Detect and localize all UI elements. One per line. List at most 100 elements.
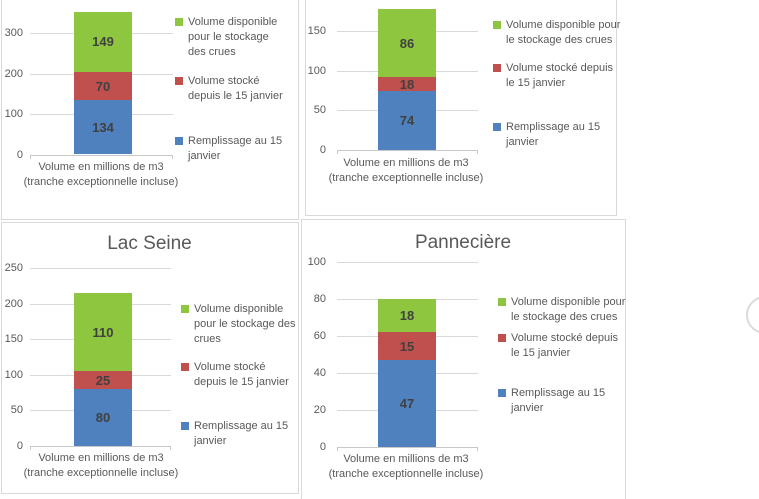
legend-item[interactable]: Volume disponible pour le stockage des c… <box>181 302 301 347</box>
data-label: 70 <box>95 78 111 94</box>
bar-segment-volume-stock-depuis-le-15-janvier[interactable]: 18 <box>378 76 436 92</box>
bar-segment-volume-disponible-pour-le-stockage-des-crues[interactable]: 110 <box>74 292 132 372</box>
legend-label: Volume stocké depuis le 15 janvier <box>506 62 614 89</box>
data-label: 25 <box>95 372 111 388</box>
y-tick-label: 0 <box>16 148 23 161</box>
gridline <box>337 262 478 263</box>
y-tick-label: 40 <box>313 367 326 379</box>
y-tick-label: 150 <box>307 25 326 38</box>
data-label: 15 <box>399 338 415 354</box>
chart-panel-top-left[interactable] <box>1 0 299 220</box>
x-axis-line <box>337 447 478 448</box>
axis-end-tick <box>170 446 171 450</box>
legend-marker-icon <box>493 123 501 131</box>
legend-label: Volume stocké depuis le 15 janvier <box>511 332 619 359</box>
axis-end-tick <box>30 154 31 159</box>
y-tick-label: 0 <box>319 441 326 453</box>
x-axis-caption: Volume en millions de m3 (tranche except… <box>23 161 179 188</box>
legend-item[interactable]: Volume stocké depuis le 15 janvier <box>181 360 301 390</box>
y-tick-label: 100 <box>4 368 23 381</box>
chart-title-panneciere: Pannecière <box>414 232 512 253</box>
axis-end-tick <box>477 150 478 154</box>
legend: Volume disponible pour le stockage des c… <box>498 295 630 416</box>
legend-item[interactable]: Volume disponible pour le stockage des c… <box>175 15 289 60</box>
legend-item[interactable]: Remplissage au 15 janvier <box>493 120 623 150</box>
legend-label: Volume stocké depuis le 15 janvier <box>194 361 289 388</box>
axis-end-tick <box>337 150 338 154</box>
legend-item[interactable]: Remplissage au 15 janvier <box>181 419 301 449</box>
bar-segment-remplissage-au-15-janvier[interactable]: 134 <box>74 100 132 155</box>
x-axis-line <box>30 154 173 156</box>
axis-end-tick <box>477 447 478 451</box>
legend-item[interactable]: Volume stocké depuis le 15 janvier <box>175 74 289 104</box>
legend-label: Remplissage au 15 janvier <box>506 121 601 148</box>
legend-marker-icon <box>493 64 501 72</box>
legend: Volume disponible pour le stockage des c… <box>493 18 623 150</box>
data-label: 18 <box>399 76 415 92</box>
legend-item[interactable]: Volume disponible pour le stockage des c… <box>493 18 623 48</box>
axis-end-tick <box>337 447 338 451</box>
legend-label: Volume disponible pour le stockage des c… <box>506 19 621 46</box>
gridline <box>30 268 171 269</box>
legend-marker-icon <box>181 305 189 313</box>
legend-item[interactable]: Volume stocké depuis le 15 janvier <box>493 61 623 91</box>
y-tick-label: 80 <box>313 293 326 305</box>
data-label: 47 <box>399 396 415 412</box>
y-tick-label: 150 <box>4 333 23 346</box>
chart-panel-panneciere[interactable] <box>301 219 626 499</box>
legend-marker-icon <box>175 18 183 26</box>
legend-marker-icon <box>175 77 183 85</box>
legend-marker-icon <box>498 298 506 306</box>
bar-segment-remplissage-au-15-janvier[interactable]: 74 <box>378 91 436 150</box>
x-axis-caption: Volume en millions de m3 (tranche except… <box>328 157 484 184</box>
y-tick-label: 250 <box>4 262 23 274</box>
chart-panel-lac-seine[interactable] <box>1 222 299 494</box>
legend-item[interactable]: Volume disponible pour le stockage des c… <box>498 295 630 325</box>
legend-item[interactable]: Remplissage au 15 janvier <box>498 386 630 416</box>
y-tick-label: 60 <box>313 330 326 342</box>
axis-end-tick <box>30 446 31 450</box>
legend-marker-icon <box>175 137 183 145</box>
data-label: 134 <box>92 119 114 135</box>
x-axis-caption: Volume en millions de m3 (tranche except… <box>23 452 179 479</box>
legend-item[interactable]: Volume stocké depuis le 15 janvier <box>498 331 630 361</box>
bar-segment-volume-disponible-pour-le-stockage-des-crues[interactable]: 86 <box>378 9 436 78</box>
x-axis-line <box>30 446 171 447</box>
chart-title-lac-seine: Lac Seine <box>107 233 192 254</box>
legend-marker-icon <box>498 334 506 342</box>
bar-segment-volume-stock-depuis-le-15-janvier[interactable]: 70 <box>74 71 132 101</box>
y-tick-label: 50 <box>10 404 23 417</box>
legend-label: Remplissage au 15 janvier <box>188 135 283 162</box>
legend-marker-icon <box>498 389 506 397</box>
y-tick-label: 50 <box>313 104 326 117</box>
y-tick-label: 100 <box>307 64 326 77</box>
y-tick-label: 20 <box>313 404 326 416</box>
y-tick-label: 0 <box>16 440 23 452</box>
bar-segment-volume-stock-depuis-le-15-janvier[interactable]: 15 <box>378 332 436 361</box>
legend-item[interactable]: Remplissage au 15 janvier <box>175 134 289 164</box>
bar-segment-remplissage-au-15-janvier[interactable]: 80 <box>74 389 132 446</box>
y-tick-label: 200 <box>4 67 23 80</box>
bar-segment-volume-disponible-pour-le-stockage-des-crues[interactable]: 18 <box>378 299 436 333</box>
data-label: 80 <box>95 410 111 425</box>
legend-label: Volume disponible pour le stockage des c… <box>194 303 296 345</box>
bar-segment-volume-stock-depuis-le-15-janvier[interactable]: 25 <box>74 371 132 390</box>
legend-marker-icon <box>493 21 501 29</box>
bar-segment-remplissage-au-15-janvier[interactable]: 47 <box>378 360 436 447</box>
data-label: 149 <box>92 34 114 50</box>
y-tick-label: 0 <box>319 144 326 156</box>
data-label: 74 <box>399 113 415 129</box>
legend: Volume disponible pour le stockage des c… <box>175 15 289 164</box>
bar-segment-volume-disponible-pour-le-stockage-des-crues[interactable]: 149 <box>74 11 132 72</box>
axis-end-tick <box>172 154 173 159</box>
legend-marker-icon <box>181 422 189 430</box>
legend-label: Remplissage au 15 janvier <box>194 420 289 447</box>
legend-label: Remplissage au 15 janvier <box>511 387 606 414</box>
legend-label: Volume disponible pour le stockage des c… <box>511 296 626 323</box>
x-axis-caption: Volume en millions de m3 (tranche except… <box>328 453 484 480</box>
chart-panel-top-right[interactable] <box>305 0 617 216</box>
legend-label: Volume disponible pour le stockage des c… <box>188 16 278 58</box>
data-label: 110 <box>92 324 114 340</box>
legend-marker-icon <box>181 363 189 371</box>
